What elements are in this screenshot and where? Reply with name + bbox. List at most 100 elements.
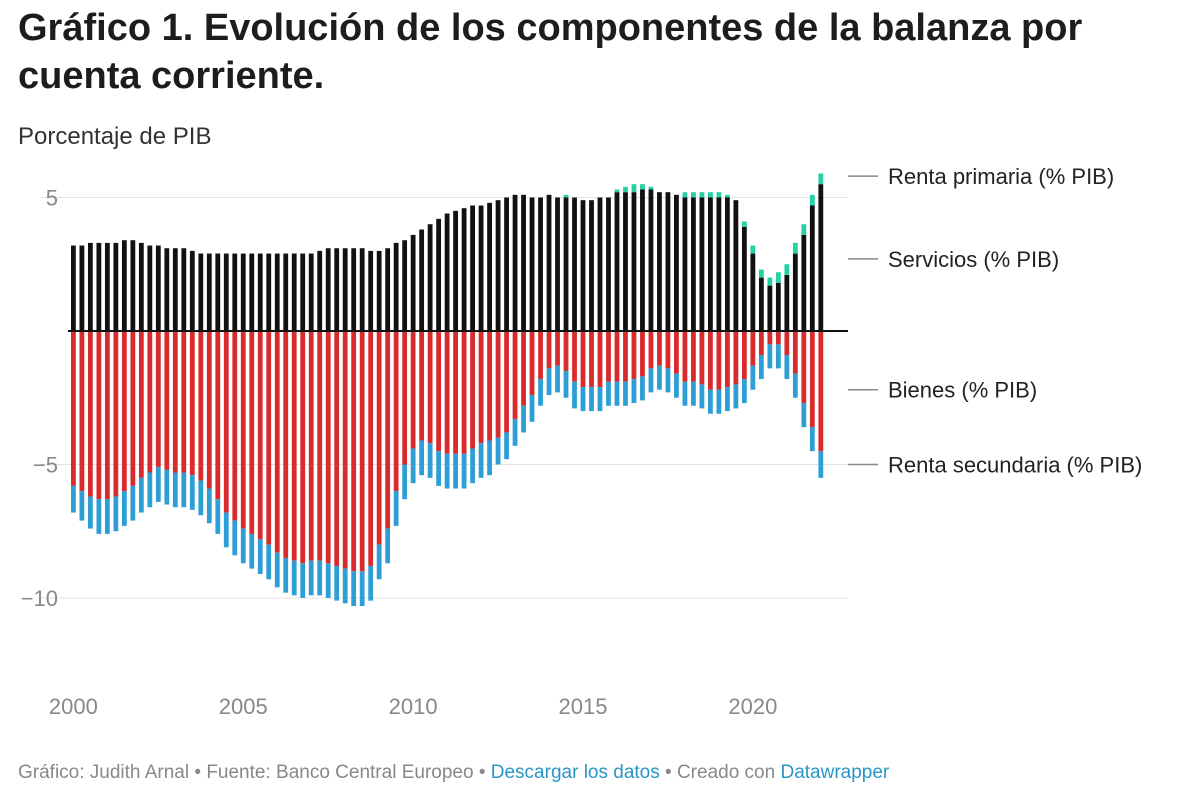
bar-segment — [495, 331, 501, 438]
chart-subtitle: Porcentaje de PIB — [18, 123, 212, 150]
bar-segment — [674, 373, 679, 398]
bar-segment — [342, 331, 348, 569]
bar-segment — [198, 253, 204, 331]
bar-segment — [691, 381, 696, 406]
bar-segment — [79, 491, 85, 521]
bar-segment — [436, 331, 442, 452]
bar-segment — [818, 451, 824, 478]
chart-footer: Gráfico: Judith Arnal • Fuente: Banco Ce… — [18, 762, 889, 784]
bar-segment — [223, 512, 229, 548]
series-label: Renta secundaria (% PIB) — [888, 453, 1142, 478]
bar-segment — [818, 331, 824, 452]
bar-segment — [70, 331, 76, 486]
bar-segment — [801, 403, 807, 428]
bar-segment — [96, 242, 102, 331]
bar-segment — [631, 184, 637, 193]
bar-segment — [87, 496, 93, 529]
footer-author: Gráfico: Judith Arnal — [18, 762, 190, 783]
bar-segment — [538, 197, 543, 331]
datawrapper-link[interactable]: Datawrapper — [780, 762, 890, 783]
footer-separator: • — [189, 762, 207, 783]
bar-segment — [385, 331, 391, 529]
bar-segment — [470, 205, 475, 331]
bar-segment — [809, 331, 815, 428]
bar-segment — [801, 234, 807, 331]
bar-segment — [351, 571, 357, 607]
bar-segment — [572, 197, 577, 331]
bar-segment — [138, 331, 144, 478]
bar-segment — [393, 242, 399, 331]
bar-segment — [665, 331, 671, 369]
bar-segment — [724, 197, 730, 331]
bar-segment — [155, 245, 161, 331]
bar-segment — [206, 253, 212, 331]
bar-segment — [631, 379, 637, 404]
bar-segment — [470, 448, 475, 484]
bar-segment — [308, 331, 314, 561]
bar-segment — [487, 202, 492, 331]
bar-segment — [436, 451, 442, 486]
bar-segment — [741, 226, 747, 331]
bar-segment — [257, 331, 263, 540]
bar-segment — [682, 381, 688, 406]
bar-segment — [775, 344, 781, 369]
bar-segment — [240, 331, 246, 529]
bar-segment — [512, 331, 518, 420]
bar-segment — [266, 331, 272, 545]
bar-segment — [79, 331, 85, 492]
bar-segment — [470, 331, 475, 449]
bar-segment — [606, 331, 611, 382]
bar-segment — [104, 331, 110, 500]
bar-segment — [249, 253, 255, 331]
bar-segment — [453, 210, 459, 331]
bar-segment — [334, 248, 340, 331]
bar-segment — [648, 331, 654, 369]
bar-segment — [589, 331, 594, 388]
bar-segment — [775, 272, 781, 283]
bar-segment — [487, 331, 492, 441]
bar-segment — [708, 331, 713, 390]
bar-segment — [113, 242, 119, 331]
bar-segment — [495, 200, 501, 331]
bar-segment — [189, 250, 195, 331]
bar-segment — [461, 208, 467, 331]
bar-segment — [453, 453, 459, 489]
bar-segment — [300, 331, 306, 564]
bar-segment — [376, 544, 382, 580]
x-tick-label: 2015 — [559, 694, 608, 719]
bar-segment — [376, 250, 382, 331]
bar-segment — [597, 331, 603, 388]
bar-segment — [555, 365, 560, 393]
bar-segment — [538, 331, 543, 380]
bar-segment — [623, 186, 628, 193]
bar-segment — [767, 344, 773, 369]
footer-separator: • — [473, 762, 491, 783]
bar-segment — [317, 250, 323, 331]
series-label: Bienes (% PIB) — [888, 378, 1037, 403]
bar-segment — [691, 197, 696, 331]
bar-segment — [614, 381, 620, 406]
axis-ticks: 5 −5 −10 2000 2005 2010 2015 2020 — [21, 186, 778, 720]
bar-segment — [402, 464, 408, 500]
bar-segment — [198, 331, 204, 481]
bar-segment — [640, 184, 645, 190]
y-tick-label: 5 — [46, 186, 58, 211]
bar-segment — [580, 387, 586, 412]
download-data-link[interactable]: Descargar los datos — [490, 762, 660, 783]
bar-segment — [96, 331, 102, 500]
bar-segment — [359, 331, 365, 572]
bar-segment — [240, 253, 246, 331]
bar-segment — [317, 331, 323, 561]
bar-segment — [801, 224, 807, 235]
bar-segment — [614, 189, 620, 193]
bar-segment — [665, 192, 671, 331]
bar-segment — [563, 331, 569, 372]
bar-segment — [257, 253, 263, 331]
bar-segment — [96, 499, 102, 534]
x-tick-label: 2010 — [389, 694, 438, 719]
bar-segment — [257, 539, 263, 574]
bar-segment — [767, 285, 773, 331]
bar-segment — [758, 355, 764, 380]
bar-segment — [334, 565, 340, 601]
bar-segment — [792, 373, 798, 398]
